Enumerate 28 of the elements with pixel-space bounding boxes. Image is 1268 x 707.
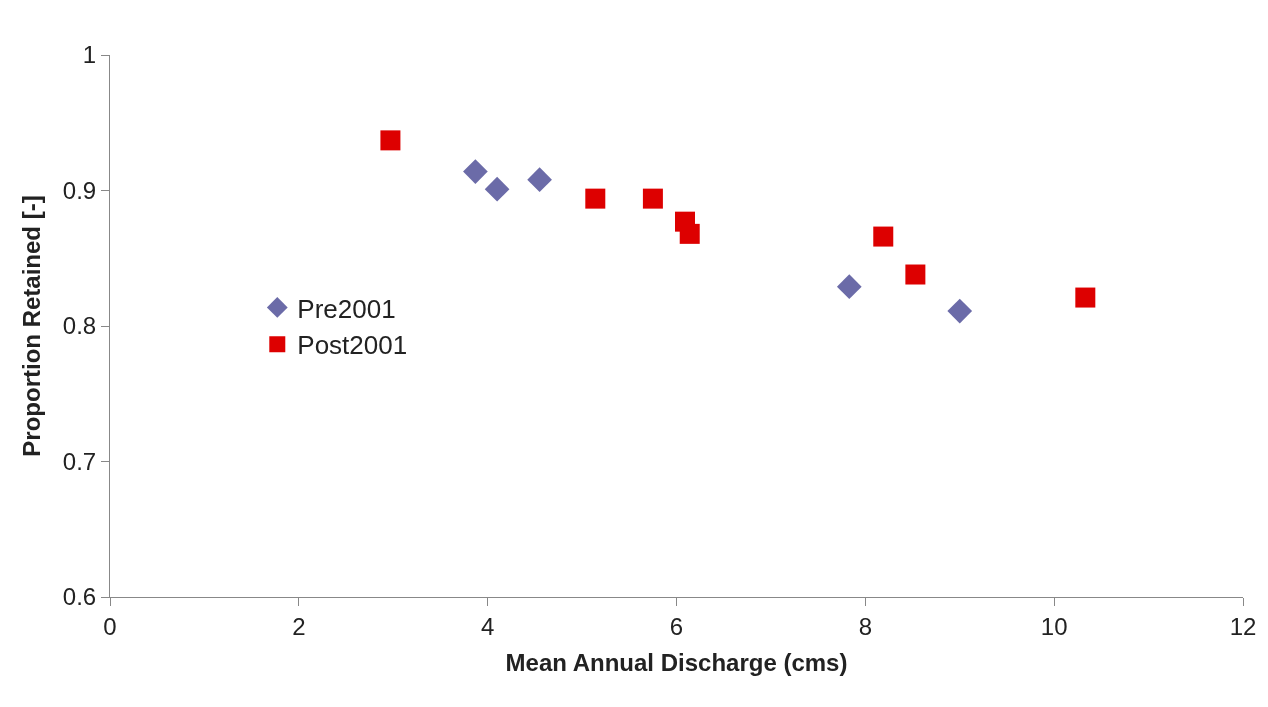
y-axis-title: Proportion Retained [-] bbox=[17, 195, 45, 457]
y-tick-label: 0.9 bbox=[62, 176, 97, 204]
x-tick-label: 10 bbox=[1040, 612, 1068, 640]
x-tick-label: 12 bbox=[1229, 612, 1257, 640]
point bbox=[947, 298, 973, 324]
point bbox=[905, 264, 926, 285]
x-axis-title: Mean Annual Discharge (cms) bbox=[505, 649, 848, 677]
x-tick-label: 8 bbox=[858, 612, 873, 640]
x-tick-label: 2 bbox=[292, 612, 306, 640]
point bbox=[1075, 287, 1096, 308]
y-tick-label: 0.8 bbox=[62, 312, 97, 340]
x-tick-label: 0 bbox=[103, 612, 117, 640]
point bbox=[463, 159, 488, 184]
point bbox=[873, 226, 894, 247]
point bbox=[642, 188, 663, 209]
legend-label: Pre2001 bbox=[297, 293, 396, 324]
point bbox=[380, 130, 401, 151]
point bbox=[679, 223, 700, 244]
point bbox=[585, 188, 606, 209]
y-tick-label: 0.7 bbox=[62, 447, 97, 475]
y-tick-label: 1 bbox=[82, 41, 97, 69]
x-tick-label: 4 bbox=[480, 612, 495, 640]
point bbox=[836, 274, 862, 300]
point bbox=[484, 176, 510, 202]
legend-label: Post2001 bbox=[297, 330, 408, 361]
x-tick-label: 6 bbox=[669, 612, 684, 640]
point bbox=[527, 167, 552, 193]
y-tick-label: 0.6 bbox=[62, 583, 97, 611]
